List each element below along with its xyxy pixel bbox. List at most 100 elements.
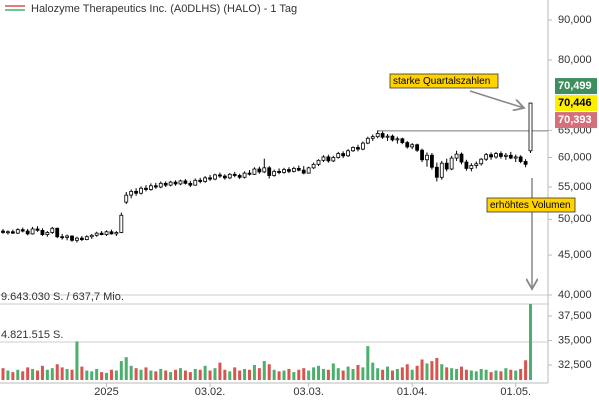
candle-body [390,135,395,141]
candle-body [356,147,360,150]
candle-body [75,237,79,241]
candle-body [311,163,316,169]
candle-body [346,150,351,157]
candle-body [65,235,69,238]
candle-body [208,177,212,180]
candle-body [479,158,484,165]
volume-bar [262,361,266,380]
volume-bar [317,365,321,380]
volume-bar [40,365,44,380]
candle-body [370,136,375,139]
candle-body [301,169,306,174]
candle-body [272,170,277,176]
y-tick-label: 40,000 [558,289,592,301]
candle-body [183,180,188,184]
candle-body [425,154,429,161]
volume-bar [114,370,118,380]
volume-bar [178,368,182,380]
volume-bar [464,369,468,380]
price-tag [555,95,597,112]
candle-body [139,187,143,194]
candle-body [94,232,99,236]
volume-bar [474,371,478,380]
candle-body [55,227,60,238]
candle-body [277,170,281,173]
candle-body [518,156,523,162]
candle-body [218,174,222,177]
candle-body [227,173,232,179]
y-tick-label: 45,000 [558,249,592,261]
volume-bar [415,365,419,380]
candle-body [400,138,405,143]
volume-bar [336,368,340,380]
volume-bar [455,368,459,380]
y-tick-label: 60,000 [558,151,592,163]
volume-bar [45,369,49,380]
candle-body [257,168,262,173]
candle-body [410,144,415,148]
candle-body [1,230,5,233]
candle-body [365,137,370,144]
candle-body [10,231,15,234]
volume-bar [154,371,158,380]
volume-bar [223,369,227,380]
volume-bar [376,368,380,380]
candle-body [296,168,301,171]
candle-body [25,230,30,235]
candle-body [70,235,74,241]
candle-body [267,167,272,176]
volume-bar [144,367,148,380]
volume-bar [469,370,473,380]
candle-body [20,229,25,232]
candle-body [513,156,518,159]
volume-bar [361,367,365,380]
volume-bar [356,365,360,380]
candle-body [203,177,208,182]
candle-body [15,229,20,234]
volume-bar [21,371,25,380]
volume-bar [65,368,69,380]
volume-bar [504,368,508,380]
volume-bar [95,368,99,380]
chart-title: Halozyme Therapeutics Inc. (A0DLHS) (HAL… [31,3,297,15]
candle-body [84,236,89,240]
candle-body [163,182,168,186]
candle-body [114,232,119,235]
candle-body [173,181,178,185]
candle-body [45,232,50,235]
x-tick-label: 01.04. [397,386,428,398]
price-tag-label: 70,446 [558,97,592,109]
volume-bar [90,371,94,380]
candle-body [124,194,129,203]
volume-bar [31,368,35,380]
volume-bar [509,369,513,380]
candle-body [405,142,410,148]
x-tick-label: 03.03. [293,386,324,398]
volume-bar [36,370,40,380]
volume-bar [390,370,394,380]
candle-body [232,173,237,176]
x-tick-label: 03.02. [195,386,226,398]
candle-body [262,167,267,173]
volume-bar [198,369,202,380]
candle-body [489,154,493,158]
candle-body [464,161,469,169]
volume-bar [272,369,276,380]
volume-bar [124,357,128,380]
candle-body [104,231,109,235]
y-tick-label: 50,000 [558,213,592,225]
candle-body [503,154,508,157]
candle-body [35,228,40,231]
volume-bar [109,369,113,380]
volume-bar [331,363,335,380]
volume-bar [203,365,207,380]
candle-body [351,147,355,152]
candle-body [198,179,203,182]
volume-bar [16,369,20,380]
volume-bar [149,370,153,380]
volume-bar [381,369,385,380]
volume-bar [312,367,316,380]
volume-bar [321,368,325,380]
candle-body [134,190,139,194]
candle-body [247,172,252,175]
